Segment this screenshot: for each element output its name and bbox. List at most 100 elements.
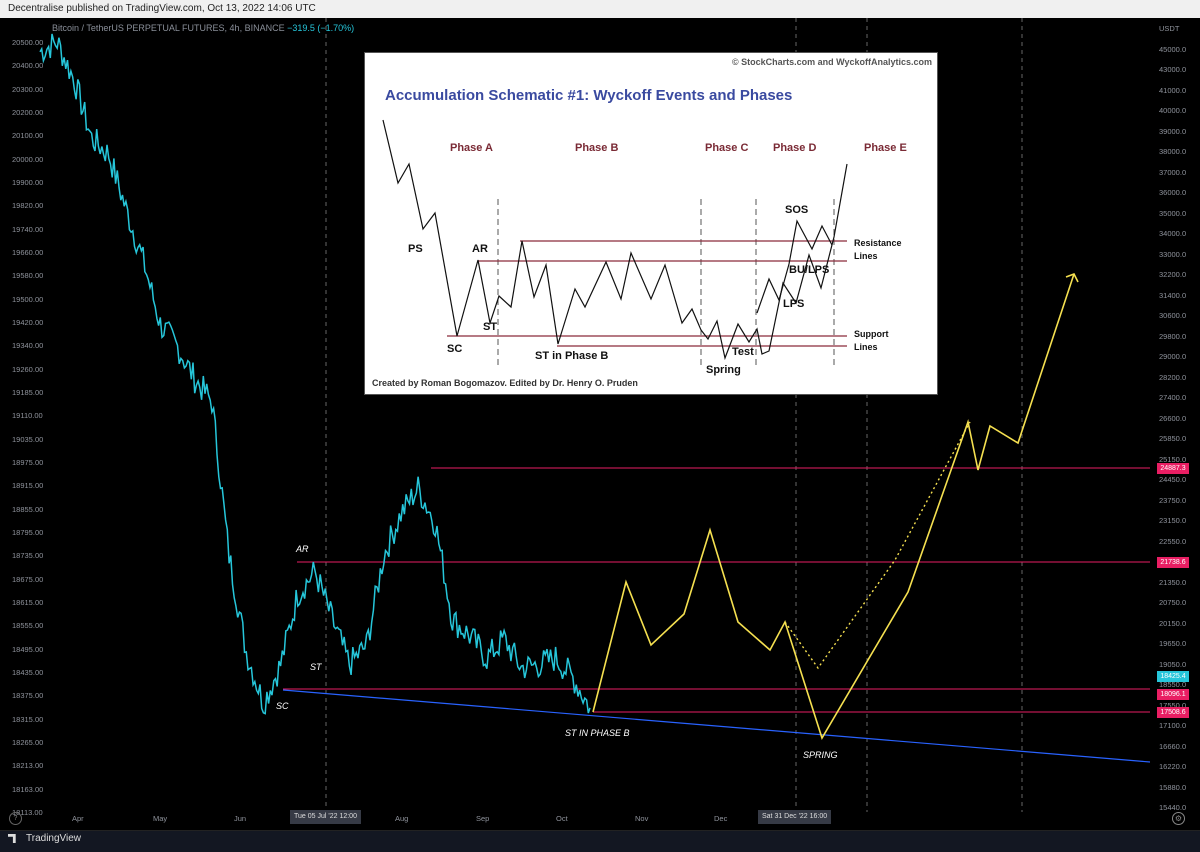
- left-axis-tick: 18213.00: [12, 761, 44, 771]
- inset-label-ar: AR: [472, 243, 488, 255]
- tradingview-logo: TradingView: [8, 833, 81, 844]
- inset-phase-b: Phase B: [575, 142, 619, 154]
- left-axis-tick: 18975.00: [12, 458, 44, 467]
- axis-unit-label: USDT: [1159, 24, 1180, 33]
- wyckoff-schematic-inset: © StockCharts.com and WyckoffAnalytics.c…: [364, 52, 938, 395]
- right-axis-tick: 37000.0: [1159, 167, 1187, 177]
- right-axis-tick: 20750.0: [1159, 598, 1187, 608]
- left-axis-tick: 18735.00: [12, 551, 44, 561]
- right-axis-tick: 31400.0: [1159, 290, 1187, 300]
- symbol-legend: Bitcoin / TetherUS PERPETUAL FUTURES, 4h…: [52, 23, 354, 33]
- left-axis-tick: 19660.00: [12, 248, 44, 257]
- right-axis-tick: 21350.0: [1159, 577, 1187, 587]
- publish-header: Decentralise published on TradingView.co…: [0, 0, 1200, 18]
- symbol-name: Bitcoin / TetherUS PERPETUAL FUTURES, 4h…: [52, 23, 285, 33]
- projection-arrow-head: [1065, 272, 1079, 283]
- right-axis-tick: 17550.0: [1159, 700, 1187, 710]
- right-axis-tick: 36000.0: [1159, 188, 1187, 198]
- left-axis-tick: 20300.00: [12, 84, 44, 94]
- last-price-tag: 18425.4: [1157, 671, 1189, 682]
- right-axis-tick: 24450.0: [1159, 475, 1187, 485]
- inset-schematic-svg: [382, 119, 848, 365]
- inset-support-label: Lines: [854, 342, 878, 352]
- right-axis-tick: 20150.0: [1159, 618, 1187, 628]
- inset-price-path-tail: [756, 219, 833, 314]
- left-axis-tick: 18265.00: [12, 738, 44, 747]
- price-tag: 17508.6: [1157, 707, 1189, 718]
- right-axis-tick: 32200.0: [1159, 270, 1187, 280]
- inset-phase-c: Phase C: [705, 142, 749, 154]
- price-tag: 24887.3: [1157, 463, 1189, 474]
- left-axis-tick: 20100.00: [12, 131, 44, 141]
- inset-label-bulps: BU/LPS: [789, 264, 830, 276]
- left-axis-tick: 19260.00: [12, 364, 44, 374]
- left-axis-tick: 19580.00: [12, 271, 44, 281]
- left-axis-tick: 19500.00: [12, 294, 44, 304]
- settings-gear-icon[interactable]: ⚙: [1172, 812, 1185, 825]
- right-axis-tick: 15440.0: [1159, 803, 1187, 813]
- left-axis-tick: 19900.00: [12, 178, 44, 187]
- annotation-st: ST: [310, 662, 322, 672]
- right-axis-tick: 22550.0: [1159, 536, 1187, 546]
- time-axis-tick: Apr: [72, 814, 84, 823]
- time-axis-tick: May: [153, 814, 168, 823]
- inset-label-ps: PS: [408, 243, 423, 255]
- right-axis-tick: 35000.0: [1159, 208, 1187, 218]
- footer-bar: [0, 830, 1200, 852]
- timezone-icon[interactable]: ?: [9, 812, 22, 825]
- right-axis-tick: 23750.0: [1159, 495, 1187, 505]
- left-axis-tick: 18915.00: [12, 481, 44, 491]
- right-axis-tick: 17100.0: [1159, 721, 1187, 731]
- inset-label-test: Test: [732, 346, 754, 358]
- right-axis-tick: 27400.0: [1159, 393, 1187, 403]
- right-axis-tick: 29000.0: [1159, 352, 1187, 362]
- tradingview-logo-icon: [8, 834, 16, 843]
- left-axis-tick: 18495.00: [12, 644, 44, 654]
- right-axis-tick: 28200.0: [1159, 372, 1187, 382]
- left-axis-tick: 18113.00: [12, 808, 43, 817]
- right-axis-tick: 40000.0: [1159, 106, 1187, 116]
- left-axis-tick: 18375.00: [12, 691, 44, 701]
- time-axis-tick: Nov: [635, 814, 649, 823]
- right-axis-tick: 29800.0: [1159, 331, 1187, 341]
- price-tag: 21738.6: [1157, 557, 1189, 568]
- right-axis-tick: 16660.0: [1159, 741, 1187, 751]
- right-axis-tick: 30600.0: [1159, 311, 1187, 321]
- left-axis-tick: 18315.00: [12, 714, 44, 724]
- price-series-line: [39, 33, 591, 715]
- time-axis-tick: Sep: [476, 814, 490, 823]
- inset-title: Accumulation Schematic #1: Wyckoff Event…: [385, 87, 793, 104]
- inset-label-st-phase-b: ST in Phase B: [535, 350, 609, 362]
- left-axis-tick: 19185.00: [12, 388, 44, 397]
- inset-resistance-label: Lines: [854, 251, 878, 261]
- left-axis-tick: 19035.00: [12, 434, 44, 444]
- time-axis-tick: Oct: [556, 814, 568, 823]
- price-tag: 18096.1: [1157, 689, 1189, 700]
- left-axis-tick: 18675.00: [12, 574, 44, 584]
- left-axis-tick: 20000.00: [12, 154, 44, 164]
- left-axis-tick: 20200.00: [12, 108, 44, 117]
- annotation-st-phase-b: ST IN PHASE B: [565, 728, 630, 738]
- inset-label-sc: SC: [447, 343, 463, 355]
- left-axis-tick: 18855.00: [12, 504, 44, 514]
- tradingview-brand: TradingView: [26, 833, 82, 844]
- right-axis-tick: 23150.0: [1159, 516, 1187, 526]
- right-axis-tick: 19650.0: [1159, 639, 1187, 649]
- time-axis-tick: Jun: [234, 814, 247, 823]
- right-axis-tick: 33000.0: [1159, 249, 1187, 259]
- right-axis-tick: 15880.0: [1159, 782, 1187, 792]
- inset-phase-a: Phase A: [450, 142, 494, 154]
- projection-alt-path: [784, 421, 971, 670]
- time-axis-tick: Aug: [395, 814, 409, 823]
- annotation-spring: SPRING: [803, 750, 838, 760]
- right-axis-tick: 34000.0: [1159, 229, 1187, 239]
- left-axis-tick: 19340.00: [12, 341, 44, 351]
- right-axis-tick: 43000.0: [1159, 65, 1187, 75]
- annotation-sc: SC: [276, 701, 289, 711]
- annotation-ar: AR: [296, 544, 309, 554]
- inset-label-sos: SOS: [785, 204, 809, 216]
- inset-label-st: ST: [483, 321, 498, 333]
- left-axis-tick: 20500.00: [12, 38, 44, 47]
- right-axis-tick: 41000.0: [1159, 85, 1187, 95]
